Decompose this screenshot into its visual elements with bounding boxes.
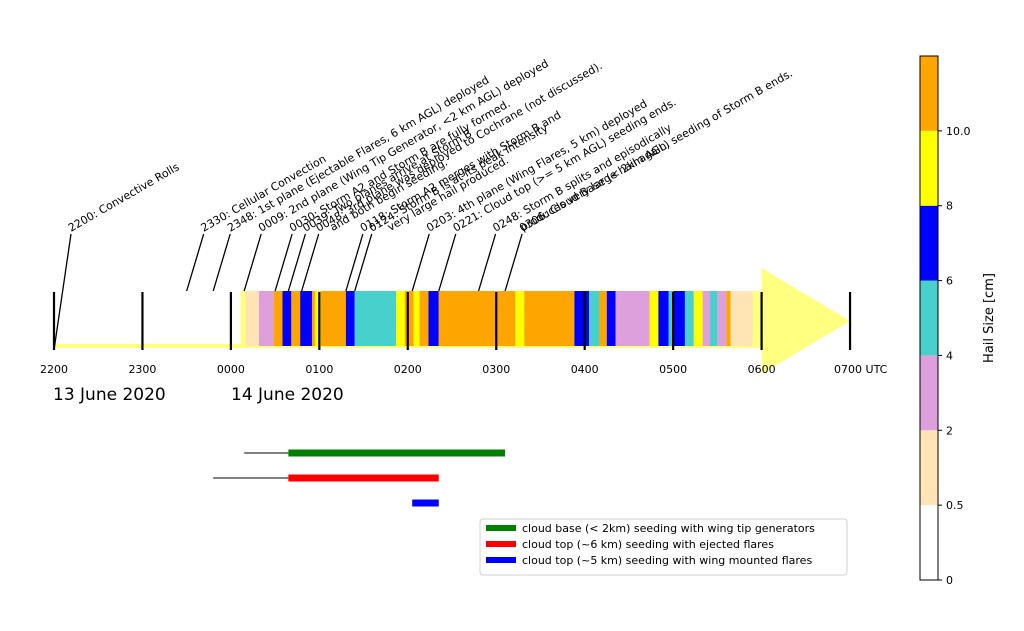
colorbar-cell (920, 56, 938, 131)
hail-segment (515, 291, 525, 346)
annotation-leader (411, 233, 430, 292)
date-label: 14 June 2020 (231, 385, 344, 405)
annotation-leader (438, 233, 457, 292)
seeding-period-bars (213, 449, 506, 507)
time-axis: 2200 2300 0000 0100 0200 0300 0400 0500 0600 0700… (40, 292, 888, 376)
hail-segment (345, 291, 355, 346)
hail-segment (524, 291, 575, 346)
seeding-bar (288, 449, 506, 457)
annotation-leader (504, 233, 523, 292)
legend-box (479, 518, 848, 576)
legend-swatch (486, 525, 516, 531)
annotation-leader (301, 233, 320, 292)
hail-segment (574, 291, 590, 346)
legend-label: cloud top (~6 km) seeding with ejected f… (522, 538, 774, 551)
colorbar-cell (920, 280, 938, 356)
colorbar-cell (920, 430, 938, 506)
hail-segment (428, 291, 439, 346)
tick-label: 0400 (571, 363, 599, 376)
hail-segment (404, 291, 414, 346)
hail-segment (354, 291, 397, 346)
legend: cloud base (< 2km) seeding with wing tip… (479, 518, 848, 576)
colorbar-tick-label: 0 (946, 574, 953, 587)
seeding-bar (412, 499, 439, 507)
colorbar-frame (919, 55, 939, 581)
hail-segment (282, 291, 292, 346)
arrow-head (761, 268, 851, 374)
hail-segment (710, 291, 718, 346)
tick-label: 0200 (394, 363, 422, 376)
tick-label: 0100 (305, 363, 333, 376)
hail-segment (419, 291, 429, 346)
colorbar-cell (920, 355, 938, 431)
hail-size-segments (245, 291, 753, 346)
annotation: 2200: Convective Rolls (53, 160, 182, 351)
seeding-row (412, 499, 439, 507)
colorbar-tick-label: 10.0 (946, 125, 971, 138)
hail-segment (258, 291, 274, 346)
annotation-leader (477, 233, 497, 292)
hail-segment (702, 291, 711, 346)
colorbar-cell (920, 505, 938, 580)
legend-label: cloud top (~5 km) seeding with wing moun… (522, 554, 812, 567)
annotation-leader (345, 233, 364, 292)
colorbar-tick-label: 0.5 (946, 499, 964, 512)
hail-segment (589, 291, 600, 346)
annotation-leader (186, 233, 205, 292)
hail-segment (684, 291, 694, 346)
hail-segment (291, 291, 301, 346)
hail-segment (730, 291, 753, 346)
hail-segment (438, 291, 516, 346)
annotation-leader (274, 233, 293, 292)
hail-segment (673, 291, 685, 346)
hail-segment (413, 291, 420, 346)
legend-label: cloud base (< 2km) seeding with wing tip… (522, 522, 815, 535)
tick-label: 0500 (659, 363, 687, 376)
colorbar-tick-label: 4 (946, 349, 953, 362)
hail-segment (606, 291, 616, 346)
hail-segment (320, 291, 346, 346)
hail-segment (726, 291, 731, 346)
colorbar-label: Hail Size [cm] (982, 273, 997, 363)
tick-label: 0000 (217, 363, 245, 376)
tick-label: 2200 (40, 363, 68, 376)
hail-segment (668, 291, 674, 346)
hail-segment (311, 291, 315, 346)
date-labels: 13 June 2020 14 June 2020 (53, 385, 344, 405)
hail-segment (649, 291, 659, 346)
colorbar-tick-label: 8 (946, 200, 953, 213)
hail-segment (300, 291, 312, 346)
hail-segment (717, 291, 727, 346)
tick-label: 0700 UTC (834, 363, 888, 376)
annotation-leader (287, 233, 307, 292)
hail-segment (273, 291, 283, 346)
annotation-text: 2200: Convective Rolls (66, 160, 182, 234)
tick-label: 2300 (128, 363, 156, 376)
seeding-bar (288, 474, 439, 482)
colorbar-cell (920, 130, 938, 206)
hail-segment (693, 291, 703, 346)
annotation-leader (243, 233, 262, 292)
annotation-leader (354, 233, 373, 292)
hail-segment (396, 291, 405, 346)
legend-swatch (486, 541, 516, 547)
legend-swatch (486, 557, 516, 563)
hail-segment (615, 291, 650, 346)
colorbar-tick-label: 6 (946, 275, 953, 288)
seeding-row (244, 449, 506, 457)
colorbar-cell (920, 205, 938, 281)
hail-segment (658, 291, 669, 346)
hail-segment (314, 291, 321, 346)
seeding-row (213, 474, 439, 482)
date-label: 13 June 2020 (53, 385, 166, 405)
annotation-leader (212, 233, 231, 292)
colorbar-tick-label: 2 (946, 424, 953, 437)
tick-label: 0300 (482, 363, 510, 376)
hail-segment (599, 291, 607, 346)
tick-label: 0600 (748, 363, 776, 376)
annotation-leader (53, 233, 72, 351)
hail-size-colorbar: 0 0.5 2 4 6 8 10.0 Hail Size [cm] (919, 55, 997, 587)
hail-segment (245, 291, 259, 346)
